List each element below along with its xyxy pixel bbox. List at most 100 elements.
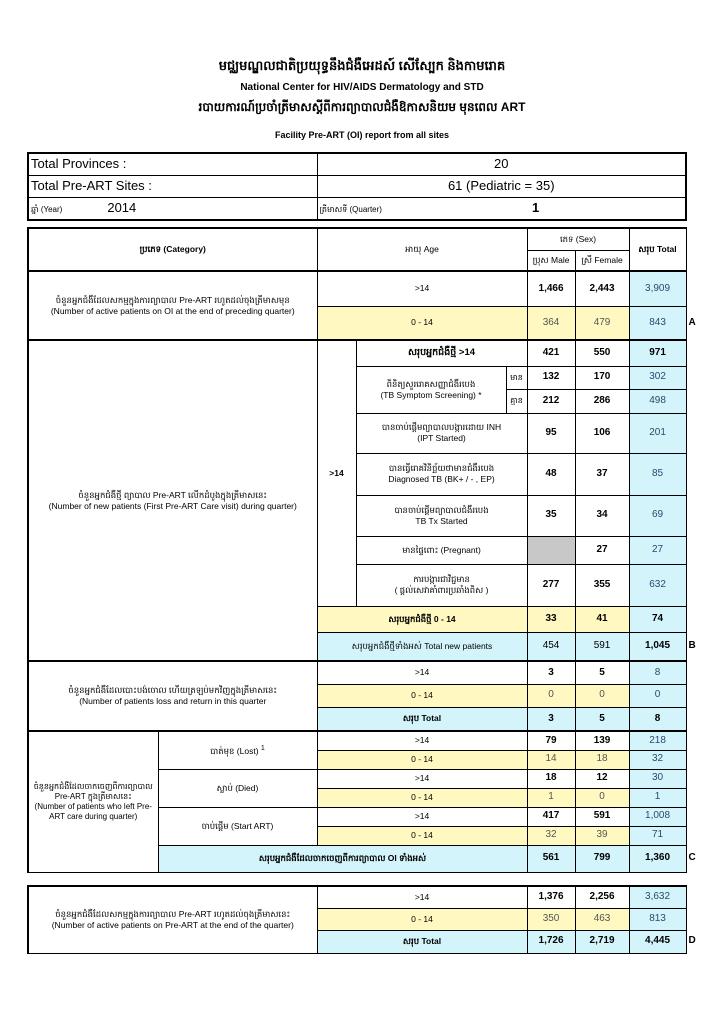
age-cell-total: សរុប Total xyxy=(316,706,528,732)
section-b-label-km: ចំនួនអ្នកជំងឺថ្មី ព្យាបាល Pre-ART លើកដំប… xyxy=(78,489,268,500)
total-value: 32 xyxy=(628,749,687,770)
section-d-table: ចំនួនអ្នកជំងឺដែលសកម្មក្នុងការព្យាបាល Pre… xyxy=(26,885,707,954)
total-value: 74 xyxy=(628,605,687,633)
died-label: ស្លាប់ (Died) xyxy=(157,768,318,808)
tb-tx-label-en: TB Tx Started xyxy=(415,515,468,526)
age-cell: >14 xyxy=(316,768,528,789)
marker-b: B xyxy=(688,640,696,652)
total-value: 3,632 xyxy=(628,885,687,909)
female-value: 355 xyxy=(574,563,630,607)
total-value: 0 xyxy=(628,683,687,708)
age-cell: 0 - 14 xyxy=(316,787,528,808)
total-value: 813 xyxy=(628,907,687,931)
section-c-total-label: សរុបអ្នកជំងឺដែលចាកចេញពីការព្យាបាល OI ទាំ… xyxy=(157,844,528,873)
age-cell: >14 xyxy=(316,885,528,909)
total-value: 843 xyxy=(628,305,687,341)
pmtct-label: ការបង្ការជាវិជ្ជមាន( ផ្តល់សេវាគាំពារប្រឆ… xyxy=(355,563,528,607)
header-category: ប្រភេទ (Category) xyxy=(26,227,318,272)
section-a-label: ចំនួនអ្នកជំងឺដែលសកម្មក្នុងការព្យាបាល Pre… xyxy=(26,270,318,341)
male-value: 212 xyxy=(526,388,576,414)
female-value: 139 xyxy=(574,730,630,751)
tb-screening-label: ពិនិត្យសួររោគសញ្ញាជំងឺរបេង (TB Symptom Sc… xyxy=(355,365,507,414)
female-value: 463 xyxy=(574,907,630,931)
total-value: 1,045 xyxy=(628,631,687,662)
khmer-org-title: មជ្ឈមណ្ឌលជាតិប្រយុទ្ធនឹងជំងឺអេដស៍ សើស្បែ… xyxy=(218,58,506,73)
section-a-label-en: (Number of active patients on OI at the … xyxy=(50,305,295,316)
tb-screening-label-en: (TB Symptom Screening) * xyxy=(380,389,482,400)
ipt-label: បានចាប់ផ្តើមព្យាបាលបង្ការដោយ INH (IPT Sta… xyxy=(355,412,528,454)
year-value: 2014 xyxy=(107,200,137,216)
header-male: ប្រុស Male xyxy=(526,249,576,272)
report-title: Facility Pre-ART (OI) report from all si… xyxy=(274,130,450,140)
tb-screening-label-km: ពិនិត្យសួររោគសញ្ញាជំងឺរបេង xyxy=(386,378,476,389)
female-value: 2,256 xyxy=(574,885,630,909)
diagnosed-label-km: បានធ្វើរោគវិនិច្ឆ័យថាមានជំងឺរបេង xyxy=(388,463,495,474)
female-value: 18 xyxy=(574,749,630,770)
diagnosed-label-en: Diagnosed TB (BK+ / - , EP) xyxy=(388,474,495,484)
total-value: 1,008 xyxy=(628,806,687,827)
male-value: 95 xyxy=(526,412,576,454)
marker-a: A xyxy=(688,316,696,328)
age-cell-total: សរុប Total xyxy=(316,929,528,954)
loss-return-label: ចំនួនអ្នកជំងឺដែលបោះបង់ចោល ហើយត្រឡប់មកវិញ… xyxy=(26,660,318,732)
age-cell: 0 - 14 xyxy=(316,907,528,931)
female-value: 286 xyxy=(574,388,630,414)
age-cell: >14 xyxy=(316,270,528,307)
khmer-report-subtitle: របាយការណ៍ប្រចាំត្រីមាសស្តីពីការព្យាបាលជំ… xyxy=(198,100,526,114)
total-value: 1 xyxy=(628,787,687,808)
lost-footnote-ref: 1 xyxy=(260,744,265,753)
org-title: National Center for HIV/AIDS Dermatology… xyxy=(240,82,484,93)
header-female: ស្រី Female xyxy=(574,249,630,272)
age-cell: 0 - 14 xyxy=(316,305,528,341)
total-new-patients-label: សរុបអ្នកជំងឺថ្មីទាំងអស់ Total new patien… xyxy=(316,631,528,662)
year-label: ឆ្នាំ (Year) xyxy=(31,205,63,215)
male-value: 18 xyxy=(526,768,576,789)
total-value: 8 xyxy=(628,706,687,732)
male-value: 421 xyxy=(526,339,576,367)
quarter-value: 1 xyxy=(531,200,540,216)
male-value: 1,726 xyxy=(526,929,576,954)
quarter-label: ត្រីមាសទី (Quarter) xyxy=(319,205,382,215)
section-b-label-en: (Number of new patients (First Pre-ART C… xyxy=(48,500,297,511)
diagnosed-tb-label: បានធ្វើរោគវិនិច្ឆ័យថាមានជំងឺរបេង Diagnose… xyxy=(355,452,528,496)
info-table: Total Provinces :20 Total Pre-ART Sites … xyxy=(27,152,687,221)
sites-label: Total Pre-ART Sites : xyxy=(27,175,318,198)
marker-c: C xyxy=(688,852,696,864)
male-value: 417 xyxy=(526,806,576,827)
pmtct-label-km2: ( ផ្តល់សេវាគាំពារប្រឆាំងពិស ) xyxy=(394,585,489,595)
loss-return-label-en: (Number of patients loss and return in t… xyxy=(79,696,267,706)
male-value: 0 xyxy=(526,683,576,708)
ipt-label-en: (IPT Started) xyxy=(417,433,466,443)
total-new-child-label: សរុបអ្នកជំងឺថ្មី 0 - 14 xyxy=(316,605,528,633)
male-value: 454 xyxy=(526,631,576,662)
total-value: 632 xyxy=(628,563,687,607)
negative-label: គ្មាន xyxy=(505,388,528,414)
male-value: 48 xyxy=(526,452,576,496)
male-value: 1,376 xyxy=(526,885,576,909)
total-value: 30 xyxy=(628,768,687,789)
female-value: 591 xyxy=(574,631,630,662)
male-value: 33 xyxy=(526,605,576,633)
female-value: 170 xyxy=(574,365,630,390)
lost-label: បាត់មុខ (Lost) 1 xyxy=(157,730,318,770)
female-value: 5 xyxy=(574,706,630,732)
section-c-label-en: (Number of patients who left Pre-ART car… xyxy=(34,801,152,821)
section-d-label-km: ចំនួនអ្នកជំងឺដែលសកម្មក្នុងការព្យាបាល Pre… xyxy=(55,909,291,920)
year-cell: ឆ្នាំ (Year) 2014 xyxy=(27,197,318,221)
ipt-label-km: បានចាប់ផ្តើមព្យាបាលបង្ការដោយ INH xyxy=(381,422,502,433)
main-report-table: ប្រភេទ (Category) អាយុ Age ភេទ (Sex) សរុ… xyxy=(26,227,707,873)
female-value: 27 xyxy=(574,535,630,565)
female-value: 0 xyxy=(574,683,630,708)
age-cell: 0 - 14 xyxy=(316,825,528,846)
header-age: អាយុ Age xyxy=(316,227,528,272)
male-value: 1 xyxy=(526,787,576,808)
age-cell: 0 - 14 xyxy=(316,749,528,770)
pmtct-label-km: ការបង្ការជាវិជ្ជមាន xyxy=(413,574,470,585)
male-value: 364 xyxy=(526,305,576,341)
header-total: សរុប Total xyxy=(628,227,687,272)
male-value: 3 xyxy=(526,706,576,732)
total-value: 971 xyxy=(628,339,687,367)
loss-return-label-km: ចំនួនអ្នកជំងឺដែលបោះបង់ចោល ហើយត្រឡប់មកវិញ… xyxy=(68,685,278,696)
provinces-value: 20 xyxy=(316,152,687,176)
female-value: 2,719 xyxy=(574,929,630,954)
